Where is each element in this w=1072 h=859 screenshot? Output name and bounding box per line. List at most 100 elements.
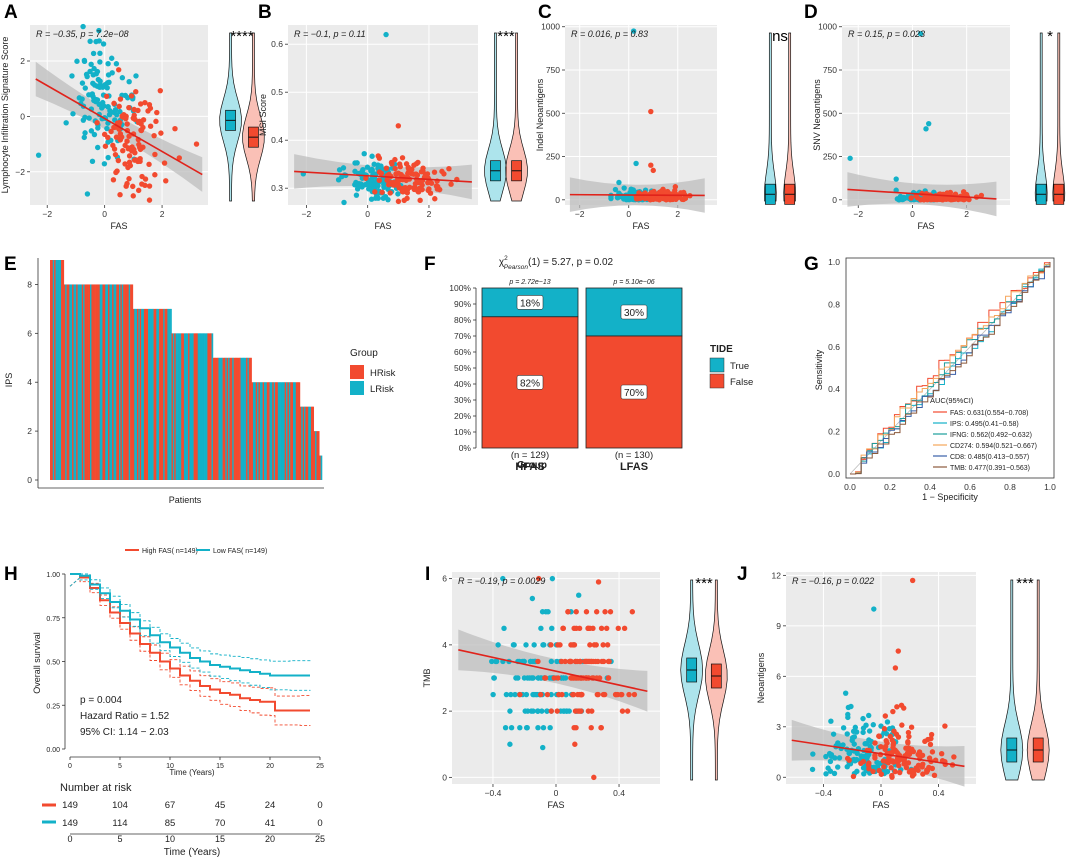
panel-letter-i: I <box>425 564 430 585</box>
point-low <box>375 183 381 189</box>
e-patient-bar <box>135 308 138 480</box>
g-tick-y: 0.6 <box>828 342 840 352</box>
e-patient-bar <box>163 308 165 480</box>
e-patient-bar <box>177 333 179 480</box>
point-high <box>517 691 523 698</box>
point-low <box>395 191 401 197</box>
point-high <box>446 165 452 172</box>
point-high <box>154 109 160 116</box>
point-high <box>872 755 878 761</box>
f-false-label: 70% <box>624 388 644 399</box>
point-low <box>900 196 906 202</box>
point-high <box>942 723 948 729</box>
e-patient-bar <box>217 357 219 480</box>
e-patient-bar <box>123 284 125 480</box>
h-risk-tick: 5 <box>117 834 122 844</box>
point-low <box>503 691 510 698</box>
h-xlabel: Time (Years) <box>169 768 215 777</box>
point-high <box>132 150 138 156</box>
point-high <box>846 757 852 763</box>
tick-label-y: 3 <box>776 722 781 732</box>
point-low <box>523 724 530 731</box>
point-high <box>888 750 894 756</box>
point-low <box>515 675 521 681</box>
point-high <box>406 184 413 191</box>
point-high <box>110 177 117 183</box>
point-low <box>88 61 94 68</box>
x-axis-label: FAS <box>632 221 649 231</box>
point-low <box>355 183 361 189</box>
tick-label-x: 2 <box>964 209 969 219</box>
e-patient-bar <box>157 308 160 480</box>
point-high <box>924 767 930 773</box>
e-patient-bar <box>279 382 281 480</box>
point-low <box>502 724 509 731</box>
point-high <box>901 705 907 711</box>
point-low <box>844 731 850 737</box>
f-xlabel: Group <box>517 460 547 471</box>
point-high <box>672 187 678 194</box>
point-high <box>587 642 593 648</box>
e-patient-bar <box>194 333 197 480</box>
e-patient-bar <box>293 382 295 480</box>
point-high <box>656 197 663 203</box>
point-low <box>105 154 111 161</box>
point-high <box>145 108 151 114</box>
e-patient-bar <box>270 382 273 480</box>
point-low <box>851 741 857 747</box>
point-high <box>881 764 887 770</box>
e-patient-bar <box>197 333 200 480</box>
f-title-rest: (1) = 5.27, p = 0.02 <box>528 257 613 268</box>
point-high <box>573 625 580 632</box>
e-patient-bar <box>178 333 181 480</box>
point-high <box>441 171 447 177</box>
point-low <box>86 115 92 121</box>
e-patient-bar <box>225 357 228 480</box>
point-low <box>105 61 111 67</box>
e-patient-bar <box>312 406 315 480</box>
point-high <box>618 691 624 698</box>
h-legend-low: Low FAS( n=149) <box>213 548 267 555</box>
point-high <box>604 642 611 648</box>
point-high <box>117 131 124 137</box>
point-high <box>560 625 566 632</box>
x-axis-label: FAS <box>374 221 391 231</box>
point-low <box>860 729 866 736</box>
panel-letter-g: G <box>804 254 819 275</box>
tick-label-y: 250 <box>546 152 560 162</box>
point-low <box>612 186 619 193</box>
point-high <box>571 724 577 731</box>
e-patient-bar <box>235 357 237 480</box>
e-patient-bar <box>66 284 69 480</box>
e-patient-bar <box>99 284 102 480</box>
g-legend-title: AUC(95%CI) <box>930 396 974 405</box>
g-tick-x: 0.0 <box>844 482 856 492</box>
e-tick-label: 2 <box>27 426 32 436</box>
point-low <box>564 708 570 714</box>
violin-high <box>242 32 265 202</box>
point-high <box>137 144 143 151</box>
point-high <box>376 169 383 175</box>
point-low <box>627 195 633 202</box>
point-high <box>554 708 560 714</box>
point-low <box>90 50 97 57</box>
f-true-label-box <box>516 295 544 310</box>
e-patient-bar <box>259 382 262 480</box>
point-high <box>910 748 917 755</box>
point-low <box>80 23 86 30</box>
e-patient-bar <box>283 382 286 480</box>
h-risk-low-value: 0 <box>317 818 322 829</box>
e-patient-bar <box>252 382 255 480</box>
point-high <box>113 134 120 140</box>
point-high <box>158 130 164 136</box>
point-high <box>103 93 110 100</box>
point-high <box>929 749 936 755</box>
point-low <box>91 65 97 72</box>
point-high <box>557 642 563 648</box>
g-tick-x: 0.2 <box>884 482 896 492</box>
point-low <box>886 726 893 732</box>
regression-line <box>791 739 965 768</box>
point-high <box>673 196 679 203</box>
point-low <box>341 199 347 206</box>
point-high <box>383 165 390 171</box>
